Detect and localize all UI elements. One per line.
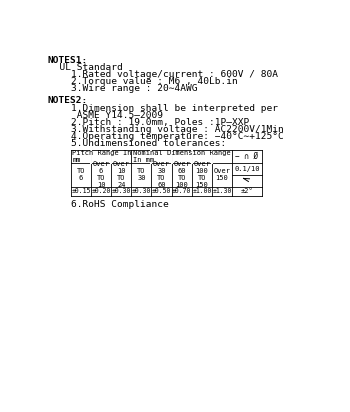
Text: 1.Dimension shall be interpreted per: 1.Dimension shall be interpreted per bbox=[48, 104, 278, 113]
Text: 5.Undimensioned tolerances:: 5.Undimensioned tolerances: bbox=[48, 139, 226, 148]
Text: Over
30
TO
60: Over 30 TO 60 bbox=[153, 162, 170, 188]
Text: Over
100
TO
150: Over 100 TO 150 bbox=[193, 162, 210, 188]
Text: Pitch Range In
mm: Pitch Range In mm bbox=[72, 150, 132, 163]
Text: 1.Rated voltage/current : 600V / 80A: 1.Rated voltage/current : 600V / 80A bbox=[48, 70, 278, 79]
Text: TO
6: TO 6 bbox=[77, 169, 85, 181]
Text: 2.Torque value : M6 , 40Lb.in: 2.Torque value : M6 , 40Lb.in bbox=[48, 77, 237, 86]
Text: ±0.70: ±0.70 bbox=[172, 188, 191, 194]
Text: 6.RoHS Compliance: 6.RoHS Compliance bbox=[71, 200, 169, 209]
Text: ASME Y14.5–2009: ASME Y14.5–2009 bbox=[48, 111, 163, 120]
Text: ±2°: ±2° bbox=[240, 188, 253, 194]
Text: UL Standard: UL Standard bbox=[48, 63, 122, 72]
Text: 0.1/10: 0.1/10 bbox=[234, 166, 260, 172]
Text: Over
10
TO
24: Over 10 TO 24 bbox=[113, 162, 130, 188]
Text: Over
60
TO
100: Over 60 TO 100 bbox=[173, 162, 190, 188]
Text: 3.Withstanding voltage : AC2200V/1Min: 3.Withstanding voltage : AC2200V/1Min bbox=[48, 125, 284, 134]
Text: Over
6
TO
10: Over 6 TO 10 bbox=[93, 162, 110, 188]
Text: 2.Pitch : 19.0mm, Poles :1P–XXP: 2.Pitch : 19.0mm, Poles :1P–XXP bbox=[48, 118, 249, 127]
Text: ±1.00: ±1.00 bbox=[192, 188, 211, 194]
Text: − ∩ Ø: − ∩ Ø bbox=[235, 152, 258, 161]
Text: ±0.20: ±0.20 bbox=[91, 188, 111, 194]
Text: 4.Operating temperature: −40°C∼+125°C: 4.Operating temperature: −40°C∼+125°C bbox=[48, 132, 284, 141]
Text: TO
30: TO 30 bbox=[137, 169, 146, 181]
Text: NOTES1:: NOTES1: bbox=[48, 56, 88, 65]
Text: Nominal Dimension Range
In mm: Nominal Dimension Range In mm bbox=[133, 150, 231, 163]
Text: ±0.30: ±0.30 bbox=[112, 188, 131, 194]
Text: ±0.15: ±0.15 bbox=[71, 188, 91, 194]
Text: 3.Wire range : 20∼4AWG: 3.Wire range : 20∼4AWG bbox=[48, 84, 197, 93]
Text: ±0.50: ±0.50 bbox=[152, 188, 171, 194]
Text: ±0.30: ±0.30 bbox=[132, 188, 151, 194]
Text: NOTES2:: NOTES2: bbox=[48, 96, 88, 105]
Text: ±1.30: ±1.30 bbox=[212, 188, 232, 194]
Text: Over
150: Over 150 bbox=[214, 169, 231, 181]
